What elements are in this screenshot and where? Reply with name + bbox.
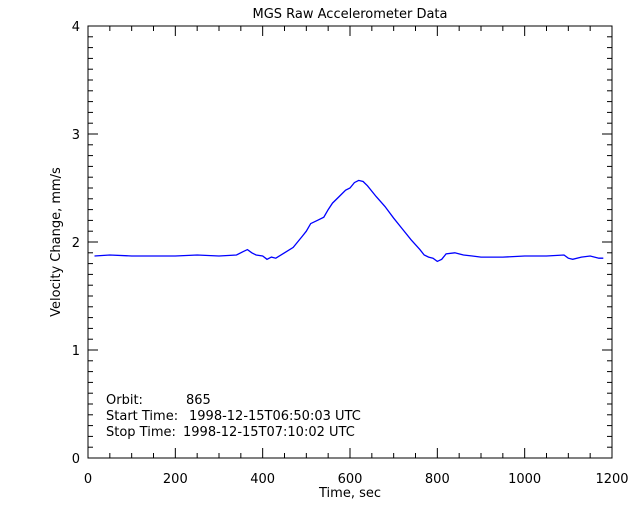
series-line-velocity (94, 179, 604, 263)
orbit-label: Orbit: (106, 393, 143, 408)
orbit-annotation: Orbit: 865 Start Time: 1998-12-15T06:50:… (106, 393, 361, 440)
stop-time-value: 1998-12-15T07:10:02 UTC (183, 425, 355, 440)
start-time-value: 1998-12-15T06:50:03 UTC (189, 409, 361, 424)
x-tick-label: 600 (338, 472, 363, 487)
stop-time-label: Stop Time: (106, 425, 176, 440)
x-tick-label: 800 (425, 472, 450, 487)
x-tick-label: 400 (250, 472, 275, 487)
chart-title: MGS Raw Accelerometer Data (252, 7, 447, 22)
y-tick-label: 4 (72, 20, 80, 35)
start-time-label: Start Time: (106, 409, 178, 424)
plot-frame (87, 25, 613, 459)
x-tick-label: 1000 (508, 472, 541, 487)
orbit-value: 865 (186, 393, 211, 408)
y-axis-label: Velocity Change, mm/s (49, 167, 64, 317)
y-tick-label: 3 (72, 128, 80, 143)
x-tick-label: 1200 (595, 472, 628, 487)
y-tick-label: 1 (72, 344, 80, 359)
x-axis-label: Time, sec (318, 486, 381, 501)
y-tick-label: 0 (72, 452, 80, 467)
y-tick-label: 2 (72, 236, 80, 251)
x-tick-label: 200 (163, 472, 188, 487)
x-tick-label: 0 (84, 472, 92, 487)
